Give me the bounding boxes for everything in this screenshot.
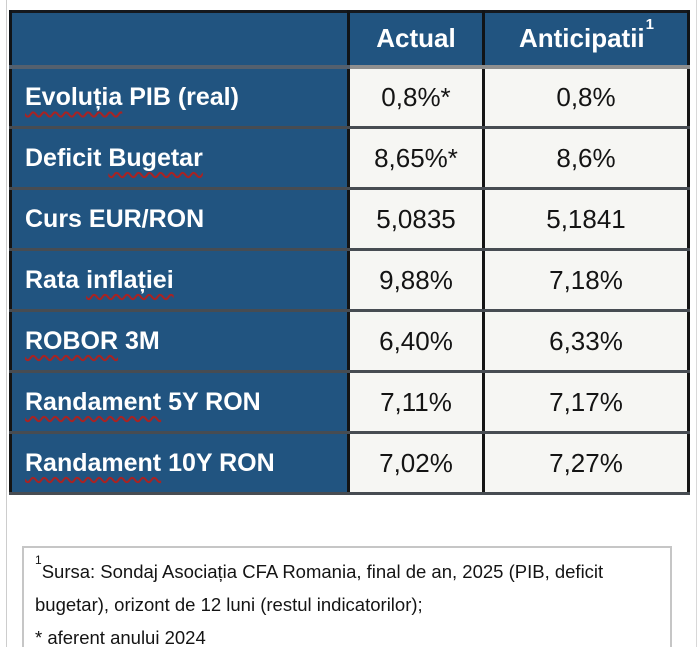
row-label: Deficit Bugetar: [9, 126, 350, 190]
indicators-table: Actual Anticipatii1 Evoluția PIB (real) …: [9, 10, 690, 495]
row-label: Randament 5Y RON: [9, 370, 350, 434]
actual-value: 0,8%*: [347, 65, 485, 129]
footnote-line-1: 1Sursa: Sondaj Asociația CFA Romania, fi…: [35, 552, 659, 589]
row-label-text: Curs EUR/RON: [25, 204, 205, 233]
row-label-misspelled: Bugetar: [108, 143, 203, 172]
row-label-misspelled: ROBOR: [25, 326, 119, 355]
actual-value: 5,0835: [347, 187, 485, 251]
row-label: Randament 10Y RON: [9, 431, 350, 495]
anticipatii-value: 0,8%: [482, 65, 690, 129]
table-row-randament-10y: Randament 10Y RON 7,02% 7,27%: [9, 431, 690, 495]
header-actual: Actual: [347, 11, 485, 69]
anticipatii-value: 7,17%: [482, 370, 690, 434]
table-row-evolutia-pib: Evoluția PIB (real) 0,8%* 0,8%: [9, 65, 690, 129]
row-label: Rata inflației: [9, 248, 350, 312]
table-row-rata-inflatiei: Rata inflației 9,88% 7,18%: [9, 248, 690, 312]
footnote-ref-marker: 1: [35, 552, 42, 567]
header-anticipatii-footnote-ref: 1: [645, 15, 654, 33]
table-row-deficit-bugetar: Deficit Bugetar 8,65%* 8,6%: [9, 126, 690, 190]
row-label-text: Deficit: [25, 143, 109, 172]
row-label: Evoluția PIB (real): [9, 65, 350, 129]
header-row: Actual Anticipatii1: [9, 11, 690, 69]
anticipatii-value: 7,18%: [482, 248, 690, 312]
row-label: ROBOR 3M: [9, 309, 350, 373]
anticipatii-value: 7,27%: [482, 431, 690, 495]
row-label-misspelled: inflației: [86, 265, 174, 294]
actual-value: 8,65%*: [347, 126, 485, 190]
actual-value: 7,11%: [347, 370, 485, 434]
actual-value: 6,40%: [347, 309, 485, 373]
page-edge-line-right: [696, 0, 697, 647]
actual-value: 7,02%: [347, 431, 485, 495]
table-row-randament-5y: Randament 5Y RON 7,11% 7,17%: [9, 370, 690, 434]
row-label-misspelled: Evoluția: [25, 82, 123, 111]
page-edge-line-left: [6, 0, 7, 647]
header-anticipatii: Anticipatii1: [482, 11, 690, 69]
header-anticipatii-label: Anticipatii: [518, 23, 645, 54]
row-label-text: 10Y RON: [161, 448, 275, 477]
anticipatii-value: 8,6%: [482, 126, 690, 190]
row-label-text: PIB (real): [122, 82, 239, 111]
footnote-line-2: bugetar), orizont de 12 luni (restul ind…: [35, 593, 423, 615]
actual-value: 9,88%: [347, 248, 485, 312]
anticipatii-value: 6,33%: [482, 309, 690, 373]
header-corner-cell: [9, 11, 350, 69]
header-actual-label: Actual: [376, 23, 456, 54]
table-row-curs-eur-ron: Curs EUR/RON 5,0835 5,1841: [9, 187, 690, 251]
row-label-text: 5Y RON: [161, 387, 261, 416]
row-label-text: 3M: [118, 326, 160, 355]
footnote-box: 1Sursa: Sondaj Asociația CFA Romania, fi…: [22, 546, 672, 647]
row-label: Curs EUR/RON: [9, 187, 350, 251]
row-label-misspelled: Randament: [25, 387, 162, 416]
footnote-line-3: * aferent anului 2024: [35, 626, 206, 647]
table-row-robor-3m: ROBOR 3M 6,40% 6,33%: [9, 309, 690, 373]
row-label-misspelled: Randament: [25, 448, 162, 477]
row-label-text: Rata: [25, 265, 87, 294]
footnote-text: Sursa: Sondaj Asociația CFA Romania, fin…: [41, 561, 604, 582]
anticipatii-value: 5,1841: [482, 187, 690, 251]
